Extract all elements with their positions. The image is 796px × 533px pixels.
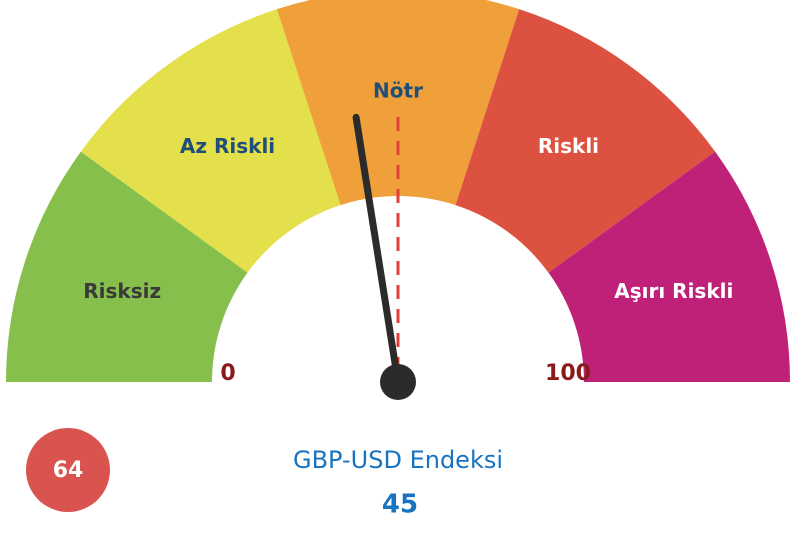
- gauge-segment: [6, 151, 248, 382]
- needle-hub: [380, 364, 416, 400]
- segment-label: Nötr: [373, 79, 423, 103]
- tick-label: 0: [220, 361, 235, 386]
- tick-label: 100: [545, 361, 591, 386]
- badge-label: 64: [53, 458, 84, 483]
- gauge-value: 45: [382, 490, 418, 520]
- segment-label: Aşırı Riskli: [614, 279, 733, 303]
- gauge-segment: [276, 0, 520, 206]
- segment-label: Riskli: [538, 134, 599, 158]
- needle: [352, 113, 402, 386]
- gauge-title: GBP-USD Endeksi: [293, 446, 503, 474]
- gauge-segment: [80, 9, 341, 273]
- segment-label: Az Riskli: [180, 134, 275, 158]
- gauge-segment: [455, 9, 716, 273]
- gauge-segment: [548, 151, 790, 382]
- badge: [26, 428, 110, 512]
- segment-label: Risksiz: [83, 279, 161, 303]
